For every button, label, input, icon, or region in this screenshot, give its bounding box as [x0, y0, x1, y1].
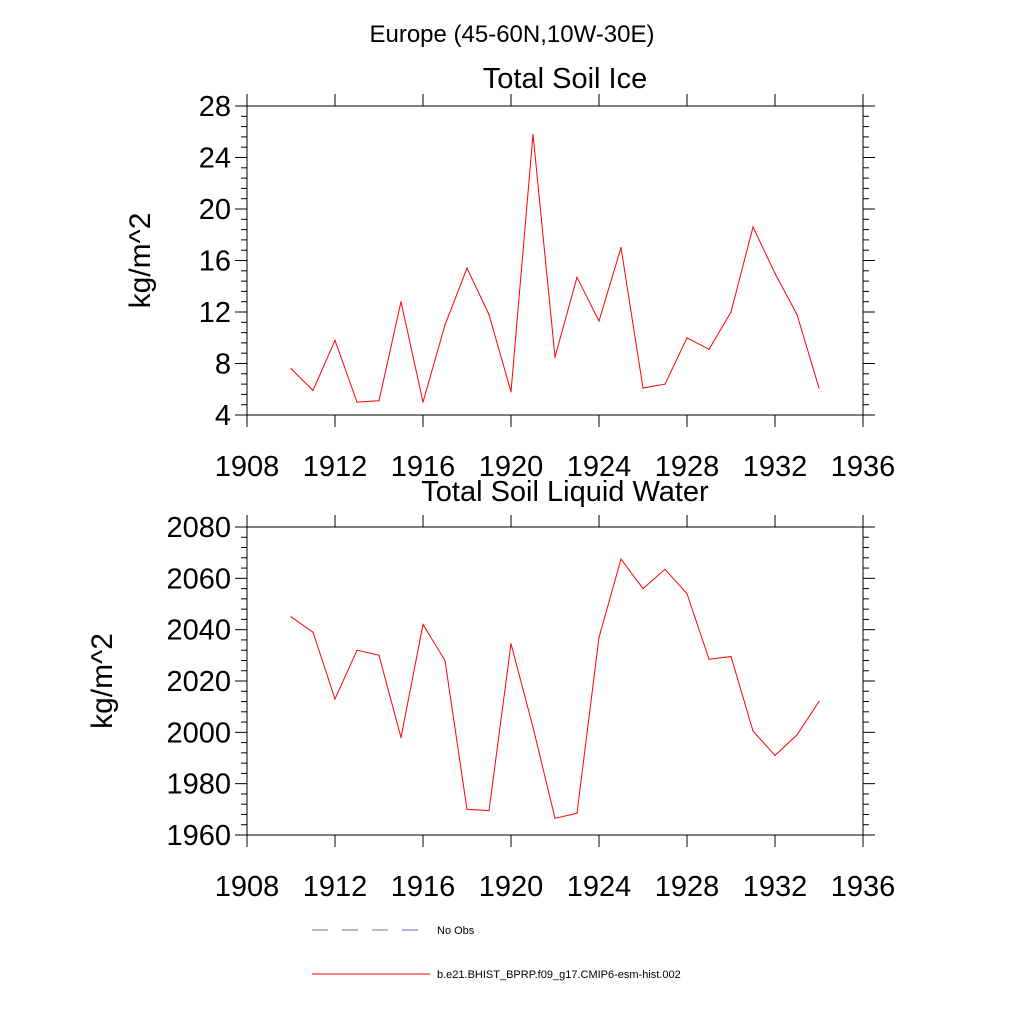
data-point: [422, 623, 424, 626]
y-tick-label: 1980: [166, 769, 231, 801]
data-point: [466, 808, 468, 810]
data-point: [510, 391, 512, 393]
y-tick-label: 2060: [166, 563, 231, 595]
x-tick-label: 1916: [391, 451, 456, 483]
legend-label: No Obs: [437, 925, 475, 937]
x-tick-label: 1912: [303, 871, 368, 903]
data-point: [752, 226, 754, 228]
data-point: [488, 313, 490, 316]
legend-label: b.e21.BHIST_BPRP.f09_g17.CMIP6-esm-hist.…: [437, 969, 681, 981]
y-tick-label: 8: [215, 349, 231, 381]
y-axis-label: kg/m^2: [86, 633, 119, 729]
data-point: [400, 301, 402, 303]
x-tick-label: 1928: [655, 871, 720, 903]
data-point: [642, 588, 644, 590]
y-tick-label: 2040: [166, 615, 231, 647]
y-tick-label: 24: [199, 143, 231, 175]
data-point: [290, 368, 292, 370]
data-point: [796, 313, 798, 316]
y-axis-label: kg/m^2: [124, 213, 157, 309]
data-point: [620, 247, 622, 249]
data-point: [708, 348, 710, 350]
x-tick-label: 1920: [479, 871, 544, 903]
data-point: [554, 356, 556, 358]
x-tick-label: 1924: [567, 451, 632, 483]
data-point: [730, 311, 732, 313]
data-point: [400, 736, 402, 739]
y-tick-label: 1960: [166, 820, 231, 852]
data-point: [488, 810, 490, 812]
data-point: [312, 631, 314, 633]
data-point: [334, 698, 336, 700]
data-point: [642, 387, 644, 389]
data-point: [664, 383, 666, 385]
data-point: [576, 812, 578, 814]
x-tick-label: 1916: [391, 871, 456, 903]
y-tick-label: 4: [215, 400, 231, 432]
data-point: [334, 339, 336, 341]
series-line-1: [290, 557, 820, 819]
data-point: [378, 400, 380, 402]
x-tick-label: 1928: [655, 451, 720, 483]
chart-title: Total Soil Ice: [483, 63, 647, 95]
data-point: [466, 267, 468, 269]
data-point: [708, 658, 710, 660]
data-point: [444, 324, 446, 326]
chart-panel-1: Total Soil Ice kg/m^2 1908 1912 1916 1920 1924…: [124, 63, 895, 483]
y-tick-label: 16: [199, 246, 231, 278]
data-point: [730, 656, 732, 658]
y-tick-label: 2080: [166, 512, 231, 544]
data-point: [378, 654, 380, 656]
data-point: [510, 643, 512, 645]
data-point: [598, 320, 600, 322]
data-point: [312, 389, 314, 392]
data-point: [532, 133, 534, 135]
x-tick-label: 1932: [743, 451, 808, 483]
legend: No Obs b.e21.BHIST_BPRP.f09_g17.CMIP6-esm…: [312, 925, 681, 981]
y-tick-label: 2000: [166, 717, 231, 749]
x-tick-label: 1912: [303, 451, 368, 483]
data-point: [620, 558, 622, 560]
y-tick-label: 28: [199, 91, 231, 123]
chart-title: Total Soil Liquid Water: [421, 476, 709, 508]
x-tick-label: 1936: [831, 451, 896, 483]
figure-suptitle: Europe (45-60N,10W-30E): [369, 21, 654, 48]
y-tick-label: 20: [199, 194, 231, 226]
data-point: [686, 593, 688, 595]
data-point: [290, 616, 292, 618]
data-point: [598, 636, 600, 638]
plot-frame: [246, 105, 864, 416]
data-point: [774, 272, 776, 274]
x-tick-label: 1908: [215, 871, 280, 903]
data-point: [444, 659, 446, 662]
x-tick-label: 1924: [567, 871, 632, 903]
x-tick-label: 1932: [743, 871, 808, 903]
data-point: [796, 734, 798, 736]
y-tick-label: 2020: [166, 666, 231, 698]
data-point: [686, 337, 688, 339]
data-point: [356, 401, 358, 403]
data-point: [664, 568, 666, 570]
data-point: [818, 387, 820, 389]
y-tick-label: 12: [199, 297, 231, 329]
chart-panel-2: Total Soil Liquid Water kg/m^2 1908 1912 191…: [86, 476, 895, 903]
x-tick-label: 1920: [479, 451, 544, 483]
data-point: [422, 401, 424, 403]
data-point: [752, 730, 754, 732]
data-point: [554, 817, 556, 819]
plot-frame: [246, 526, 864, 836]
data-point: [818, 700, 820, 703]
data-point: [774, 754, 776, 757]
data-point: [356, 649, 358, 651]
data-point: [532, 726, 534, 728]
data-point: [576, 276, 578, 278]
series-line-1: [290, 134, 820, 403]
x-tick-label: 1908: [215, 451, 280, 483]
x-tick-label: 1936: [831, 871, 896, 903]
